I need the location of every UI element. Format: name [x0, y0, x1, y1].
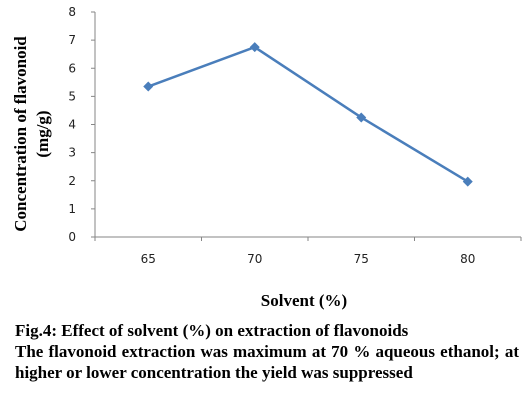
y-tick-label: 4	[68, 118, 76, 132]
data-point-marker	[249, 42, 260, 53]
y-tick-label: 1	[68, 202, 76, 216]
data-point-marker	[356, 112, 367, 123]
y-tick-label: 5	[68, 89, 76, 103]
data-point-marker	[143, 81, 154, 92]
x-tick-label: 80	[460, 252, 475, 266]
x-tick-label: 70	[247, 252, 262, 266]
x-axis-ticks: 65 70 75 80	[94, 237, 522, 266]
x-tick-label: 65	[141, 252, 156, 266]
x-axis-label: Solvent (%)	[261, 291, 347, 310]
series-group	[143, 42, 473, 187]
y-tick-label: 7	[68, 33, 76, 47]
caption-title: Fig.4: Effect of solvent (%) on extracti…	[15, 321, 409, 340]
y-tick-label: 0	[68, 230, 76, 244]
y-axis-ticks: 0 1 2 3 4 5 6 7 8	[68, 5, 95, 244]
y-tick-label: 8	[68, 5, 76, 19]
series-line	[147, 45, 469, 183]
chart: 0 1 2 3 4 5 6 7 8 65 70 75 80 Concentration of flav…	[11, 5, 522, 310]
figure-caption: Fig.4: Effect of solvent (%) on extracti…	[15, 320, 519, 383]
x-tick-label: 75	[354, 252, 369, 266]
data-point-marker	[462, 176, 473, 187]
y-tick-label: 2	[68, 174, 76, 188]
caption-body: The flavonoid extraction was maximum at …	[15, 342, 519, 382]
y-axis-label-line2: (mg/g)	[33, 110, 52, 157]
y-tick-label: 3	[68, 146, 76, 160]
y-axis-label-line1: Concentration of flavonoid	[11, 36, 30, 232]
y-tick-label: 6	[68, 61, 76, 75]
